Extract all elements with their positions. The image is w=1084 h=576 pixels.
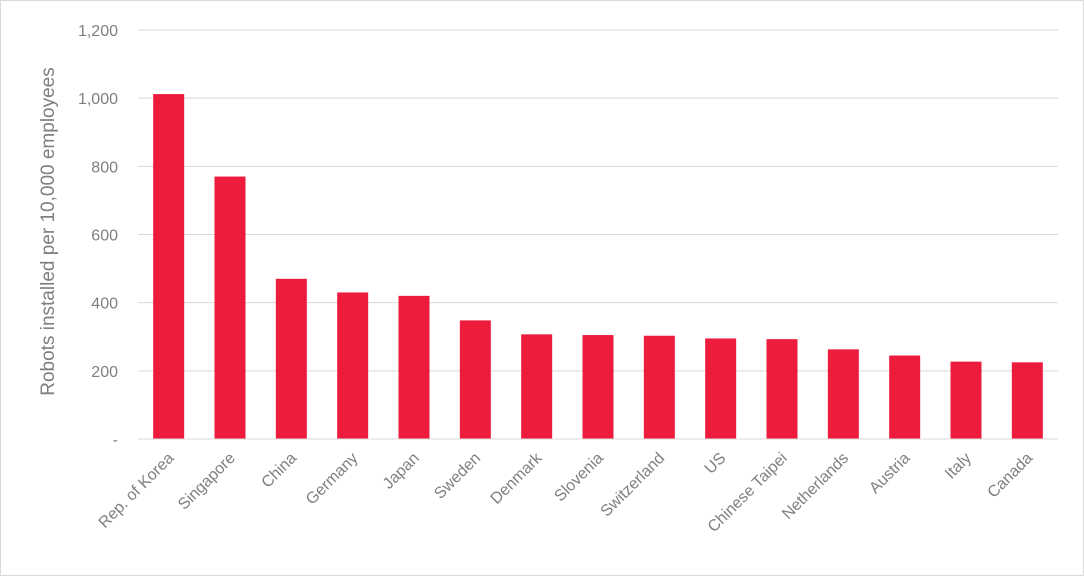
y-axis-title: Robots installed per 10,000 employees: [38, 67, 59, 395]
y-tick-label: 400: [91, 296, 118, 313]
bar-sweden: [459, 320, 491, 439]
y-tick-label: 200: [91, 364, 118, 381]
y-tick-label: 600: [91, 228, 118, 245]
y-axis-ticks: - 200 400 600 800 1,000 1,200: [78, 23, 118, 449]
x-tick-label: China: [259, 450, 301, 492]
x-tick-label: Sweden: [431, 450, 484, 503]
x-tick-label: Canada: [985, 450, 1037, 502]
bars: [153, 94, 1043, 439]
bar-switzerland: [643, 335, 675, 439]
x-tick-label: Japan: [380, 450, 423, 493]
bar-italy: [950, 361, 982, 439]
x-tick-label: Netherlands: [779, 450, 852, 523]
bar-slovenia: [582, 335, 614, 439]
bar-canada: [1011, 362, 1043, 439]
bar-germany: [337, 292, 369, 439]
x-tick-label: Singapore: [175, 450, 239, 514]
x-tick-label: Italy: [942, 450, 975, 483]
bar-rep-of-korea: [153, 94, 185, 439]
x-tick-label: Switzerland: [598, 450, 669, 521]
x-tick-label: Austria: [866, 450, 913, 497]
bar-japan: [398, 295, 430, 439]
y-tick-label: 1,000: [78, 91, 118, 108]
bar-denmark: [521, 334, 553, 439]
y-tick-label: -: [113, 432, 118, 449]
bar-chinese-taipei: [766, 339, 798, 439]
x-tick-label: US: [702, 450, 730, 478]
bar-austria: [889, 355, 921, 439]
x-tick-label: Rep. of Korea: [96, 450, 178, 532]
bar-netherlands: [827, 349, 859, 439]
bar-us: [705, 338, 737, 439]
x-tick-label: Denmark: [488, 449, 547, 508]
bar-singapore: [214, 176, 246, 439]
y-tick-label: 1,200: [78, 23, 118, 40]
bar-china: [275, 278, 307, 439]
y-tick-label: 800: [91, 159, 118, 176]
x-tick-label: Slovenia: [551, 450, 606, 505]
x-tick-label: Germany: [303, 450, 362, 509]
